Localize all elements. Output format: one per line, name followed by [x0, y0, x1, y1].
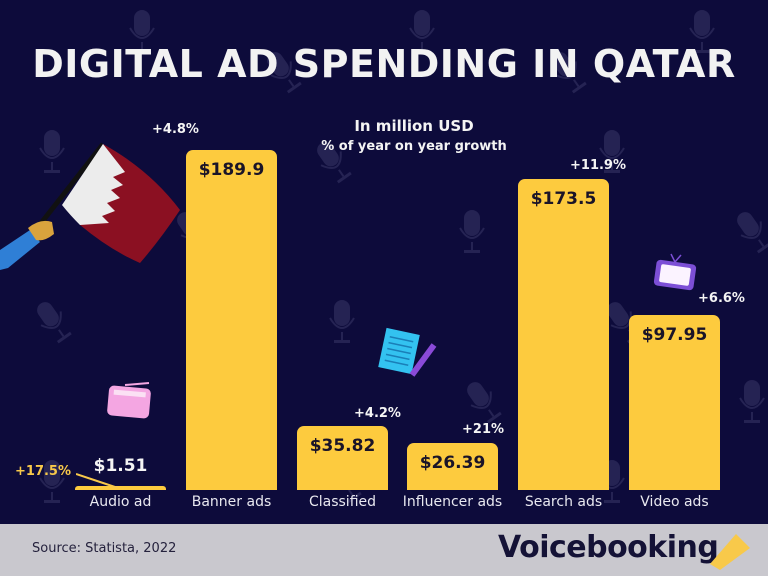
- category-label: Classified: [308, 494, 377, 510]
- value-label: $1.51: [93, 456, 148, 476]
- value-label: $35.82: [309, 435, 376, 456]
- bar-influencer-ads: $26.39: [407, 442, 498, 490]
- microphone-icon: [129, 10, 155, 53]
- growth-label: +4.8%: [152, 122, 199, 137]
- microphone-icon: [317, 142, 352, 184]
- value-label: $26.39: [419, 452, 486, 473]
- chart-subtitle-units: In million USD: [354, 117, 474, 135]
- bar-audio-ad: [75, 486, 166, 490]
- bar-banner-ads: $189.9: [186, 150, 277, 490]
- growth-label: +4.2%: [354, 406, 401, 421]
- growth-label: +6.6%: [698, 291, 745, 306]
- bar-video-ads: $97.95: [629, 314, 720, 490]
- category-label: Search ads: [524, 494, 603, 510]
- microphone-icon: [39, 130, 65, 173]
- microphone-icon: [689, 10, 715, 53]
- microphone-icon: [552, 52, 587, 94]
- microphone-icon: [267, 52, 302, 94]
- category-label: Audio ad: [89, 494, 152, 510]
- growth-label: +21%: [462, 422, 505, 437]
- chart-subtitle-growth: % of year on year growth: [321, 139, 507, 154]
- microphone-icon: [467, 382, 502, 424]
- microphone-icon: [37, 302, 72, 344]
- chart-title: DIGITAL AD SPENDING IN QATAR: [32, 42, 736, 86]
- tv-icon: [653, 253, 697, 291]
- microphone-icon: [737, 212, 768, 254]
- bar-classified: $35.82: [297, 425, 388, 490]
- megaphone-logo-icon: [710, 534, 750, 570]
- source-note: Source: Statista, 2022: [32, 541, 177, 556]
- microphone-icon: [409, 10, 435, 53]
- value-label: $97.95: [641, 324, 708, 345]
- growth-leader-line: [76, 473, 119, 489]
- qatar-flag-illustration: [0, 142, 180, 270]
- microphone-icon: [599, 130, 625, 173]
- category-label: Banner ads: [191, 494, 272, 510]
- hand-illustration: [0, 220, 54, 270]
- brand-logo: Voicebooking: [498, 530, 719, 565]
- microphone-icon: [329, 300, 355, 343]
- microphone-icon: [739, 380, 765, 423]
- flag-cloth: [62, 144, 180, 263]
- value-label: $189.9: [198, 160, 265, 180]
- value-label: $173.5: [530, 189, 597, 210]
- bar-search-ads: $173.5: [518, 179, 609, 490]
- microphone-icon: [459, 210, 485, 253]
- footer: Source: Statista, 2022 Voicebooking: [0, 524, 768, 576]
- category-label: Influencer ads: [402, 494, 503, 510]
- growth-label: +11.9%: [570, 158, 626, 173]
- notepad-pencil-icon: [378, 327, 437, 377]
- category-label: Video ads: [640, 494, 709, 510]
- radio-icon: [107, 382, 151, 419]
- growth-label: +17.5%: [15, 464, 71, 479]
- microphone-icon: [39, 460, 65, 503]
